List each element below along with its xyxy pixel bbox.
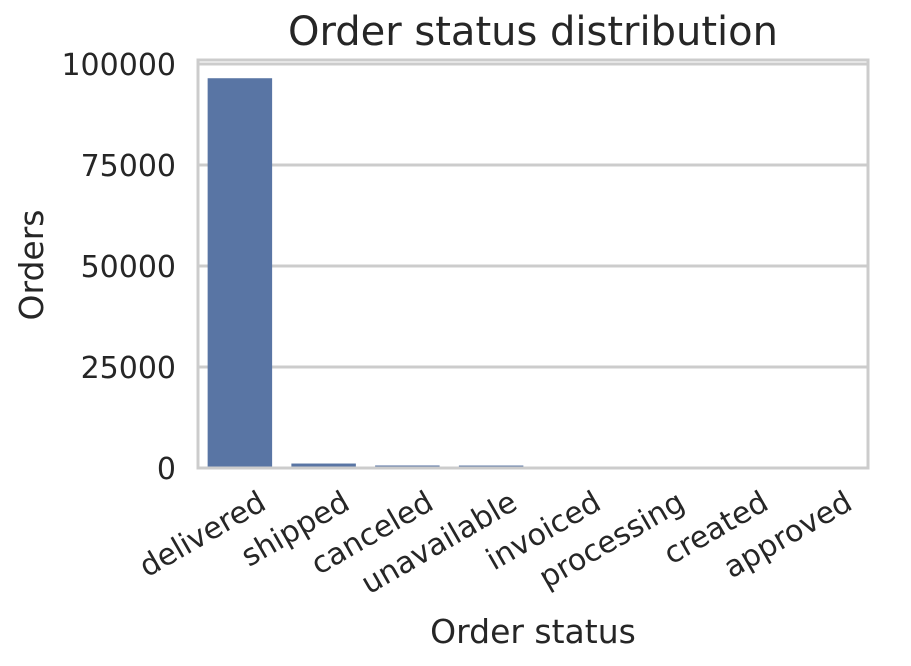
gridlines — [198, 62, 868, 470]
x-axis-label: Order status — [430, 612, 636, 651]
bar-delivered — [207, 78, 273, 468]
bars — [207, 78, 859, 468]
y-tick-label: 25000 — [81, 351, 176, 386]
y-tick-label: 50000 — [81, 250, 176, 285]
plot-frame — [196, 58, 870, 470]
y-tick-labels: 0 25000 50000 75000 100000 — [61, 48, 176, 487]
bar-shipped — [291, 463, 356, 468]
y-tick-label: 100000 — [61, 48, 176, 83]
y-tick-label: 0 — [157, 452, 176, 487]
chart-title: Order status distribution — [288, 9, 778, 55]
x-tick-labels: deliveredshippedcanceledunavailableinvoi… — [134, 485, 859, 602]
y-axis-label: Orders — [12, 210, 51, 321]
y-tick-label: 75000 — [81, 149, 176, 184]
